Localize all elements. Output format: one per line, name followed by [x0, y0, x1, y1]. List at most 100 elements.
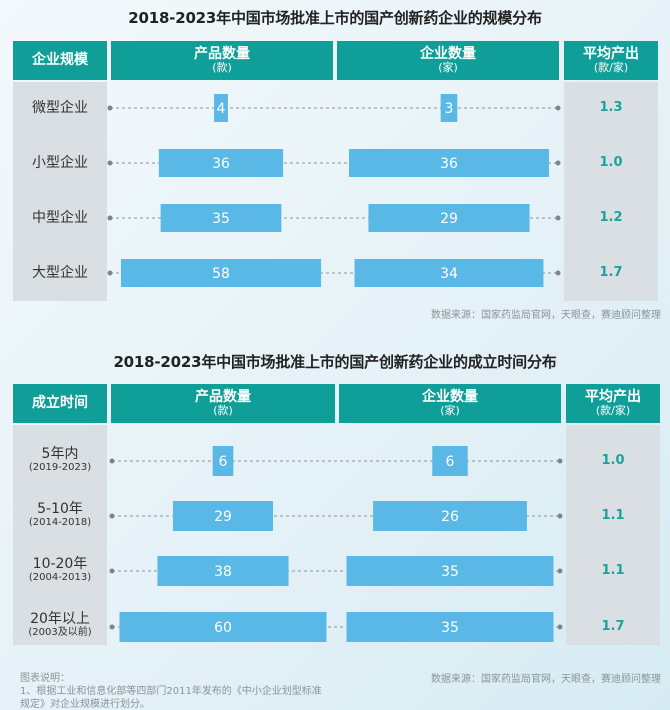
chart2-row-label-text: 5年内	[41, 445, 79, 462]
chart1-header-series2-unit: (家)	[438, 61, 458, 75]
chart1-header-avg: 平均产出 (款/家)	[564, 41, 658, 80]
chart2-row-guide-dot	[109, 568, 115, 574]
chart1-header-category: 企业规模	[13, 41, 107, 80]
chart2-row-guide-dot	[557, 513, 563, 519]
chart-note-line: 规定》对企业规模进行划分。	[20, 699, 150, 710]
chart2-product-value-label: 6	[219, 454, 228, 470]
chart1-header-avg-unit: (款/家)	[593, 61, 629, 75]
chart2-row-guide-dot	[557, 458, 563, 464]
chart2-header-avg: 平均产出 (款/家)	[566, 384, 660, 423]
chart2-row-guide-dot	[109, 624, 115, 630]
chart2-company-value-label: 35	[441, 620, 459, 636]
chart2-avg-value: 1.7	[601, 619, 625, 634]
chart1-product-bar	[160, 204, 282, 232]
chart2-avg-value: 1.1	[601, 508, 625, 523]
chart2-category-column	[13, 425, 107, 645]
chart2-product-value-label: 29	[214, 509, 232, 525]
chart2-header-series2: 企业数量 (家)	[339, 384, 561, 423]
chart1-row-guide-dot	[107, 215, 113, 221]
chart1-row-label: 小型企业	[13, 148, 107, 178]
chart1-row-guide-dot	[555, 160, 561, 166]
chart1-row-label-text: 小型企业	[32, 154, 88, 171]
chart1-product-bar	[120, 259, 322, 287]
chart1-avg-column	[564, 82, 658, 301]
chart1-row-label: 大型企业	[13, 258, 107, 288]
chart2-company-bar	[373, 501, 527, 531]
chart1-avg-value: 1.3	[599, 100, 623, 115]
chart2-product-value-label: 38	[214, 564, 232, 580]
chart1-title: 2018-2023年中国市场批准上市的国产创新药企业的规模分布	[128, 9, 542, 27]
chart2-company-bar	[346, 612, 554, 642]
chart1-product-bar	[158, 149, 284, 177]
chart1-product-bar	[214, 94, 228, 122]
chart2-header-series1-unit: (款)	[213, 404, 233, 418]
chart2-row-label-text: 5-10年	[37, 500, 83, 517]
chart1-company-bar	[368, 204, 530, 232]
chart1-avg-value: 1.2	[599, 210, 623, 225]
chart2-company-value-label: 26	[441, 509, 459, 525]
chart2-row-guide-dot	[109, 513, 115, 519]
chart2-row-guide-dot	[109, 458, 115, 464]
chart2-avg-column	[566, 425, 660, 645]
chart2-header-avg-unit: (款/家)	[595, 404, 631, 418]
chart2-company-value-label: 6	[446, 454, 455, 470]
chart-note-heading: 图表说明：	[20, 673, 70, 684]
chart1-header-avg-label: 平均产出	[583, 46, 639, 63]
chart1-company-value-label: 3	[445, 101, 454, 117]
chart1-row-guide-dot	[555, 105, 561, 111]
chart2-product-bar	[212, 446, 234, 476]
chart2-product-bar	[119, 612, 327, 642]
chart1-header-series1-unit: (款)	[212, 61, 232, 75]
chart1-product-value-label: 36	[212, 156, 230, 172]
chart1-header-series2-label: 企业数量	[420, 46, 476, 63]
chart1-row-guide-dot	[555, 215, 561, 221]
chart1-row-guide-dot	[107, 105, 113, 111]
chart2-row-label-text: 20年以上	[30, 610, 90, 627]
chart1-product-value-label: 58	[212, 266, 230, 282]
chart2-company-value-label: 35	[441, 564, 459, 580]
chart2-row-label: 20年以上 (2003及以前)	[13, 607, 107, 643]
chart2-row-label: 5-10年 (2014-2018)	[13, 497, 107, 533]
chart2-row-label-text: 10-20年	[32, 555, 88, 572]
chart2-row-label-sub: (2003及以前)	[28, 627, 92, 639]
chart1-source: 数据来源：国家药监局官网，天眼查，赛迪顾问整理	[431, 310, 661, 321]
chart1-row-label-text: 大型企业	[32, 264, 88, 281]
chart1-row-label: 微型企业	[13, 93, 107, 123]
chart-note: 图表说明： 1、根据工业和信息化部等四部门2011年发布的《中小企业划型标准 规…	[20, 672, 360, 710]
chart2-header-category: 成立时间	[13, 384, 107, 423]
chart1-category-column	[13, 82, 107, 301]
chart2-row-label: 5年内 (2019-2023)	[13, 442, 107, 478]
chart1-company-bar	[349, 149, 549, 177]
chart1-header-series1-label: 产品数量	[194, 46, 250, 63]
chart1-avg-value: 1.7	[599, 265, 623, 280]
chart2-row-label-sub: (2004-2013)	[28, 572, 92, 584]
chart1-row-label: 中型企业	[13, 203, 107, 233]
chart2-row-label-sub: (2014-2018)	[28, 517, 92, 529]
chart1-header-series2: 企业数量 (家)	[337, 41, 559, 80]
chart1-row-guide-dot	[555, 270, 561, 276]
chart1-header-series1: 产品数量 (款)	[111, 41, 333, 80]
chart2-row-label-sub: (2019-2023)	[28, 462, 92, 474]
chart2-header-category-label: 成立时间	[32, 395, 88, 412]
chart1-product-value-label: 4	[217, 101, 226, 117]
chart1-avg-value: 1.0	[599, 155, 623, 170]
chart2-avg-value: 1.0	[601, 453, 625, 468]
chart2-title: 2018-2023年中国市场批准上市的国产创新药企业的成立时间分布	[113, 353, 557, 371]
chart1-company-value-label: 29	[440, 211, 458, 227]
chart1-company-bar	[354, 259, 544, 287]
chart1-product-value-label: 35	[212, 211, 230, 227]
chart2-company-bar	[432, 446, 468, 476]
chart2-row-guide-dot	[557, 568, 563, 574]
chart2-product-bar	[157, 556, 289, 586]
chart-note-line: 1、根据工业和信息化部等四部门2011年发布的《中小企业划型标准	[20, 686, 322, 697]
chart2-header-series1: 产品数量 (款)	[111, 384, 335, 423]
chart2-product-value-label: 60	[214, 620, 232, 636]
chart2-source: 数据来源：国家药监局官网，天眼查，赛迪顾问整理	[431, 674, 661, 685]
chart2-avg-value: 1.1	[601, 563, 625, 578]
chart2-row-label: 10-20年 (2004-2013)	[13, 552, 107, 588]
chart2-company-bar	[346, 556, 554, 586]
chart1-company-bar	[440, 94, 458, 122]
chart1-company-value-label: 36	[440, 156, 458, 172]
chart1-row-guide-dot	[107, 270, 113, 276]
